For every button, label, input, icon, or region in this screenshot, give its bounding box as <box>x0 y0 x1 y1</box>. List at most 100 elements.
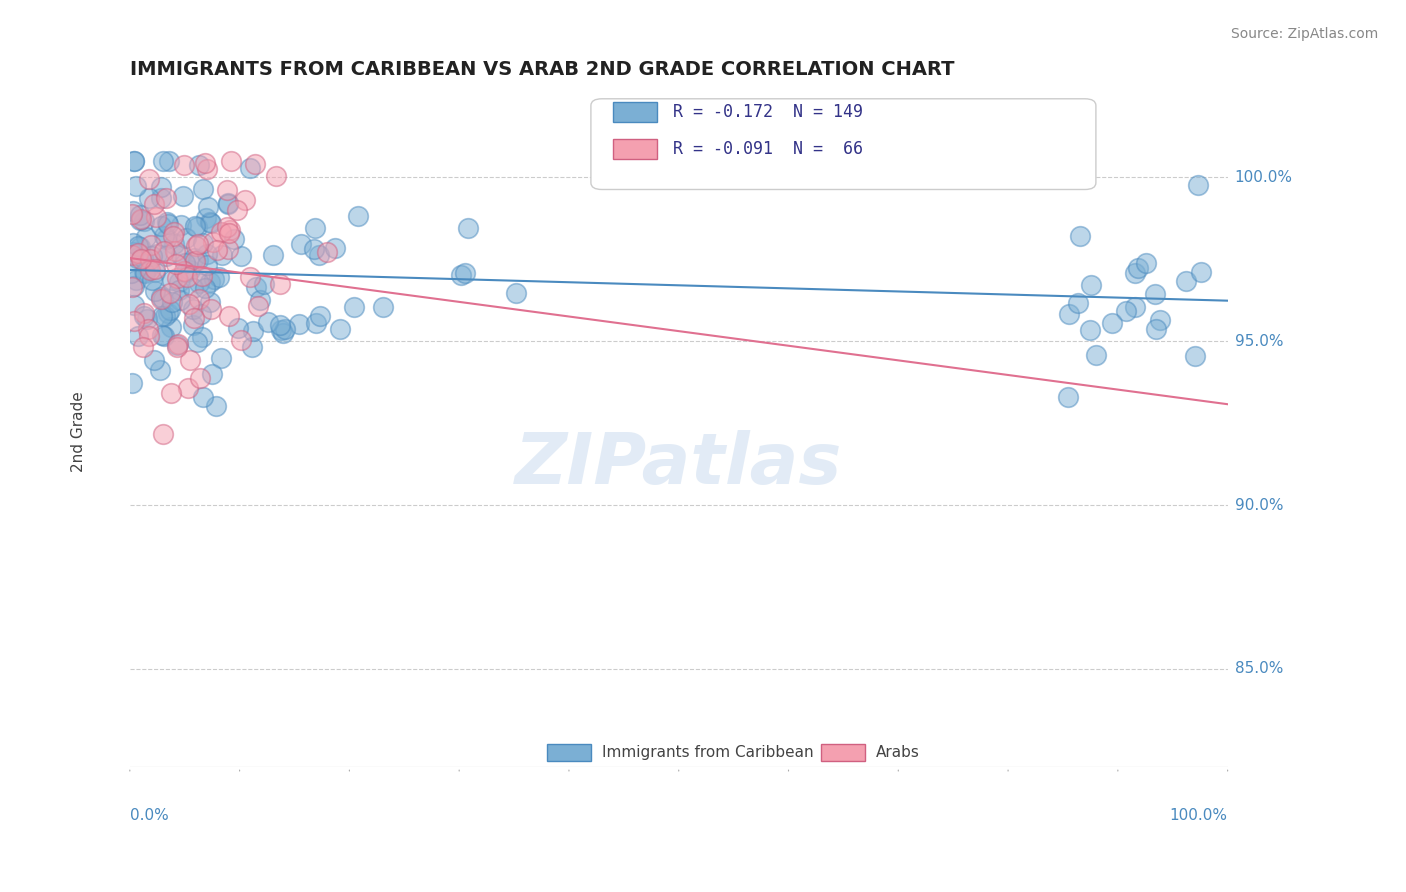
Point <box>125 273 148 287</box>
Point <box>177 381 200 395</box>
Point <box>191 182 214 196</box>
Point <box>129 208 152 222</box>
Point <box>190 371 212 385</box>
Point <box>122 235 145 250</box>
Point <box>205 243 228 257</box>
Point <box>323 242 346 256</box>
Point <box>179 353 201 368</box>
Text: 95.0%: 95.0% <box>1234 334 1284 349</box>
Point <box>159 386 181 401</box>
Point <box>226 321 249 335</box>
Point <box>143 284 166 298</box>
Point <box>202 235 225 249</box>
Point <box>217 195 239 210</box>
Point <box>188 292 211 306</box>
Point <box>124 178 146 193</box>
Point <box>155 192 177 206</box>
Point <box>1084 348 1107 362</box>
Point <box>231 333 253 347</box>
Point <box>152 292 174 306</box>
Point <box>198 275 221 289</box>
Point <box>163 225 186 239</box>
Point <box>156 217 179 231</box>
Point <box>1057 307 1080 321</box>
Point <box>1174 274 1197 288</box>
Point <box>1149 313 1171 327</box>
Point <box>202 271 225 285</box>
Point <box>195 258 218 272</box>
Point <box>150 292 173 306</box>
Point <box>162 228 184 243</box>
Point <box>290 237 312 252</box>
Point <box>1144 322 1167 336</box>
Point <box>209 351 232 365</box>
Point <box>149 191 172 205</box>
Text: R = -0.091  N =  66: R = -0.091 N = 66 <box>673 140 863 158</box>
Point <box>191 330 214 344</box>
Point <box>211 248 233 262</box>
Point <box>222 232 245 246</box>
Point <box>1057 391 1080 405</box>
Bar <box>821 744 865 761</box>
Point <box>287 317 309 331</box>
Point <box>208 269 231 284</box>
Point <box>121 280 143 294</box>
Bar <box>547 744 591 761</box>
Point <box>1069 228 1091 243</box>
Text: 100.0%: 100.0% <box>1234 169 1292 185</box>
Text: IMMIGRANTS FROM CARIBBEAN VS ARAB 2ND GRADE CORRELATION CHART: IMMIGRANTS FROM CARIBBEAN VS ARAB 2ND GR… <box>129 60 955 78</box>
Point <box>198 295 221 310</box>
Point <box>139 263 162 277</box>
Point <box>329 322 352 336</box>
Point <box>134 266 156 280</box>
Point <box>221 153 243 168</box>
Point <box>302 242 325 256</box>
Point <box>1126 261 1149 276</box>
Point <box>219 223 242 237</box>
Point <box>138 172 160 186</box>
Point <box>233 193 256 207</box>
Point <box>152 153 174 168</box>
Point <box>136 322 159 336</box>
Point <box>1115 304 1137 318</box>
Point <box>193 281 215 295</box>
Point <box>150 219 173 233</box>
Point <box>211 225 233 239</box>
Point <box>187 253 209 268</box>
Point <box>159 285 181 300</box>
Text: 85.0%: 85.0% <box>1234 662 1282 676</box>
Point <box>343 301 366 315</box>
Point <box>127 251 149 265</box>
Point <box>187 236 209 251</box>
Point <box>145 246 167 260</box>
Point <box>457 220 479 235</box>
Point <box>1125 266 1147 280</box>
Point <box>169 293 191 307</box>
Bar <box>613 103 657 122</box>
Point <box>186 220 208 235</box>
Point <box>270 322 292 336</box>
Point <box>1187 178 1209 192</box>
Point <box>136 260 159 275</box>
Point <box>195 247 218 261</box>
Point <box>122 153 145 168</box>
Point <box>128 213 150 227</box>
Point <box>162 295 184 310</box>
Point <box>173 264 195 278</box>
Point <box>308 248 330 262</box>
Point <box>132 309 155 323</box>
Point <box>139 252 162 266</box>
Text: ZIPatlas: ZIPatlas <box>515 431 842 500</box>
Point <box>170 247 193 261</box>
Point <box>143 352 166 367</box>
Point <box>165 256 187 270</box>
Text: 90.0%: 90.0% <box>1234 498 1284 513</box>
Point <box>269 277 291 292</box>
Point <box>217 197 239 211</box>
Point <box>309 309 332 323</box>
Point <box>188 158 211 172</box>
Point <box>122 153 145 168</box>
Point <box>191 236 214 251</box>
Text: Source: ZipAtlas.com: Source: ZipAtlas.com <box>1230 27 1378 41</box>
Point <box>1080 277 1102 292</box>
